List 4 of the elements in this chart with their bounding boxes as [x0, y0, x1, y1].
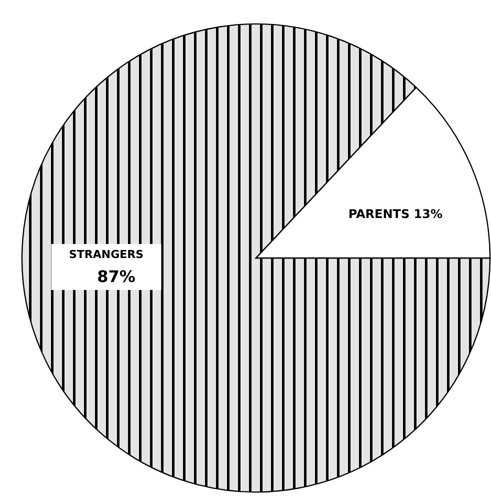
data-label: 13%: [414, 206, 443, 221]
slice-label: PARENTS: [348, 206, 410, 221]
data-label: 87%: [97, 267, 136, 286]
slice-label: STRANGERS: [68, 248, 144, 261]
